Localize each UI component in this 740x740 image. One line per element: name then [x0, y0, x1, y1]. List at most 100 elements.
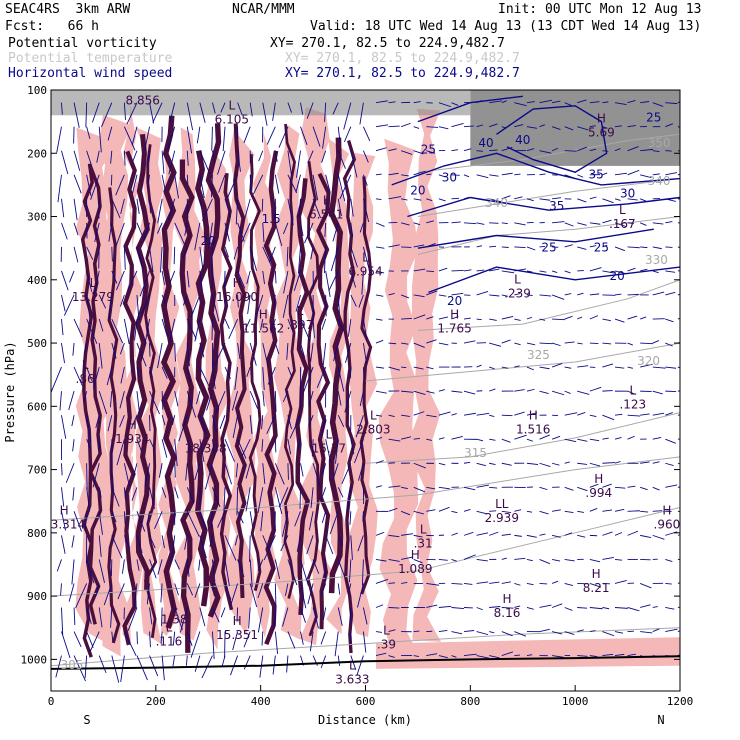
wind-vector [476, 269, 485, 272]
wind-vector [260, 511, 264, 532]
wind-vector [339, 174, 352, 200]
wind-vector [640, 631, 653, 634]
wind-vector [640, 101, 650, 104]
wind-vector [349, 511, 352, 525]
extremum-type: H [128, 418, 137, 432]
wind-vector [589, 558, 601, 563]
extremum-type: L [349, 659, 356, 673]
wind-vector [123, 463, 130, 487]
wind-vector [247, 294, 251, 315]
wind-vector [614, 148, 621, 152]
wind-label: 35 [549, 199, 564, 213]
extremum-type: L [228, 99, 235, 113]
wind-vector [589, 438, 600, 442]
wind-vector [287, 318, 294, 333]
wind-vector [665, 583, 672, 585]
wind-vector [72, 343, 75, 356]
wind-vector [274, 342, 280, 355]
wind-vector [627, 222, 634, 224]
wind-vector [237, 511, 244, 524]
wind-vector [286, 343, 289, 360]
wind-vector [552, 509, 561, 512]
wind-vector [246, 270, 251, 285]
wind-vector [190, 294, 201, 318]
wind-vector [260, 318, 264, 331]
wind-vector [665, 318, 674, 323]
wind-vector [501, 414, 513, 417]
wind-vector [119, 342, 125, 355]
wind-vector [375, 100, 388, 104]
wind-vector [283, 270, 289, 294]
wind-vector [627, 653, 636, 657]
x-tick-label: 400 [251, 695, 271, 708]
extremum-value: 6.954 [348, 264, 382, 278]
wind-vector [551, 580, 559, 584]
wind-vector [93, 270, 100, 295]
wind-vector [627, 293, 639, 296]
wind-vector [149, 631, 151, 648]
wind-vector [577, 126, 589, 131]
wind-vector [154, 511, 163, 529]
wind-vector [158, 463, 163, 478]
wind-vector [73, 198, 78, 221]
wind-vector [172, 631, 176, 646]
wind-vector [131, 487, 138, 501]
wind-vector [652, 173, 660, 176]
wind-vector [161, 487, 167, 498]
wind-vector [267, 366, 276, 385]
wind-vector [438, 198, 446, 202]
wind-vector [51, 366, 62, 394]
x-tick-label: 800 [460, 695, 480, 708]
wind-vector [463, 269, 472, 272]
wind-vector [564, 558, 575, 562]
wind-vector [269, 246, 276, 262]
extremum-type: H [503, 592, 512, 606]
wind-vector [186, 343, 190, 366]
wind-vector [86, 270, 93, 292]
wind-vector [107, 415, 113, 432]
theta-contour [365, 412, 680, 464]
wind-vector [350, 294, 357, 307]
wind-vector [526, 366, 535, 371]
wind-vector [401, 198, 408, 201]
extremum-value: 1.38 [161, 612, 188, 626]
wind-vector [464, 125, 474, 128]
wind-vector [183, 294, 188, 306]
wind-vector [186, 367, 191, 382]
wind-vector [413, 462, 426, 469]
wind-vector [144, 126, 150, 150]
wind-vector [287, 631, 296, 649]
wind-vector [589, 462, 601, 467]
wind-vector [614, 246, 626, 252]
extremum-value: 8.16 [494, 606, 521, 620]
wind-vector [401, 436, 412, 440]
wind-vector [640, 604, 651, 608]
wind-vector [388, 366, 401, 371]
wind-vector [281, 511, 289, 537]
wind-vector [111, 318, 124, 344]
wind-vector [539, 124, 545, 128]
wind-vector [236, 607, 239, 622]
wind-vector [463, 531, 474, 536]
wind-vector [161, 391, 164, 410]
extremum-type: H [662, 504, 671, 518]
wind-vector [359, 391, 364, 407]
wind-vector [539, 486, 548, 491]
wind-vector [463, 174, 470, 178]
wind-vector [551, 603, 563, 608]
wind-vector [501, 339, 511, 344]
wind-vector [501, 438, 511, 443]
wind-vector [489, 222, 499, 224]
wind-vector [514, 534, 522, 537]
wind-vector [577, 534, 586, 538]
wind-vector [526, 412, 538, 416]
wind-vector [237, 102, 243, 116]
wind-vector [312, 607, 319, 629]
wind-vector [249, 415, 253, 435]
wind-vector [526, 198, 534, 202]
wind-vector [539, 270, 547, 273]
wind-vector [337, 535, 344, 547]
wind-vector [388, 438, 401, 442]
wind-vector [73, 607, 76, 626]
wind-vector [287, 415, 292, 430]
